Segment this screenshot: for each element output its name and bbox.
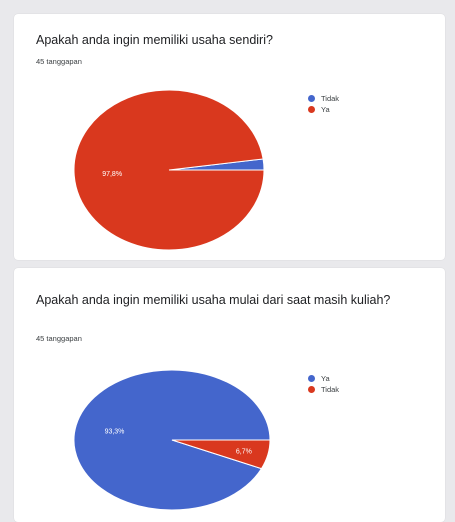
slice-label: 93,3% — [105, 429, 125, 436]
legend-item: Tidak — [308, 93, 339, 104]
pie-chart: 97,8% — [74, 90, 264, 250]
response-count: 45 tanggapan — [36, 334, 82, 343]
legend-item: Ya — [308, 373, 339, 384]
slice-label: 97,8% — [102, 171, 122, 178]
legend-item: Ya — [308, 104, 339, 115]
pie-chart: 93,3% 6,7% — [74, 370, 270, 510]
question-title: Apakah anda ingin memiliki usaha mulai d… — [36, 293, 391, 307]
question-card-1: Apakah anda ingin memiliki usaha sendiri… — [14, 14, 445, 260]
legend-swatch — [308, 95, 315, 102]
legend-swatch — [308, 375, 315, 382]
chart-legend: Ya Tidak — [308, 373, 339, 395]
legend-label: Ya — [321, 105, 330, 114]
legend-label: Tidak — [321, 385, 340, 394]
legend-swatch — [308, 386, 315, 393]
legend-swatch — [308, 106, 315, 113]
question-card-2: Apakah anda ingin memiliki usaha mulai d… — [14, 268, 445, 522]
pie-slice-ya — [74, 90, 264, 250]
legend-label: Ya — [321, 374, 330, 383]
chart-legend: Tidak Ya — [308, 93, 339, 115]
legend-item: Tidak — [308, 384, 339, 395]
slice-label: 6,7% — [236, 448, 252, 455]
question-title: Apakah anda ingin memiliki usaha sendiri… — [36, 33, 273, 47]
response-count: 45 tanggapan — [36, 57, 82, 66]
legend-label: Tidak — [321, 94, 340, 103]
